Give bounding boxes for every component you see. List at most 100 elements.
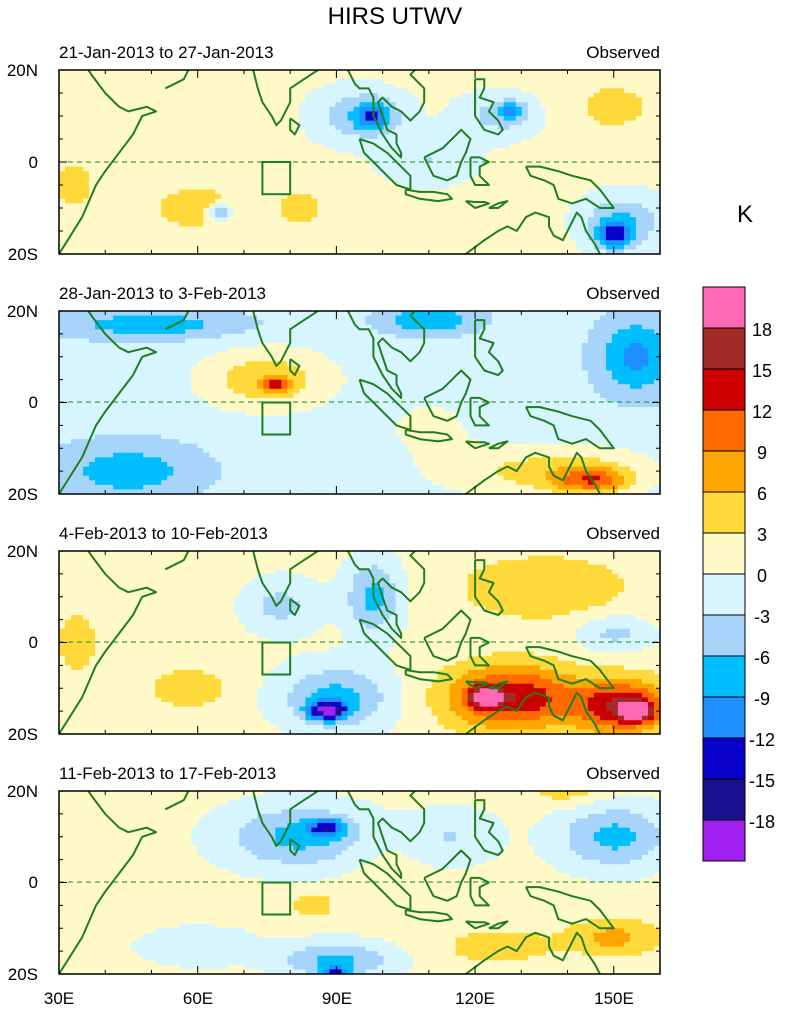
anomaly-cell bbox=[119, 134, 126, 140]
anomaly-cell bbox=[59, 231, 66, 237]
anomaly-cell bbox=[371, 125, 379, 131]
anomaly-cell bbox=[293, 175, 300, 181]
anomaly-cell bbox=[257, 120, 264, 126]
anomaly-cell bbox=[629, 231, 637, 237]
anomaly-cell bbox=[401, 333, 409, 340]
anomaly-cell bbox=[653, 97, 660, 103]
anomaly-cell bbox=[443, 203, 451, 209]
anomaly-cell bbox=[125, 244, 132, 250]
anomaly-cell bbox=[611, 166, 619, 172]
anomaly-cell bbox=[467, 148, 475, 154]
anomaly-cell bbox=[449, 143, 457, 149]
anomaly-cell bbox=[281, 333, 288, 340]
anomaly-cell bbox=[503, 93, 511, 99]
anomaly-cell bbox=[467, 185, 475, 191]
anomaly-cell bbox=[77, 175, 84, 181]
anomaly-cell bbox=[287, 235, 294, 241]
anomaly-cell bbox=[569, 175, 577, 181]
anomaly-cell bbox=[443, 88, 451, 94]
anomaly-cell bbox=[419, 171, 427, 177]
anomaly-cell bbox=[191, 329, 198, 335]
anomaly-cell bbox=[515, 93, 523, 99]
anomaly-cell bbox=[197, 347, 204, 353]
anomaly-cell bbox=[125, 180, 132, 186]
anomaly-cell bbox=[179, 185, 186, 191]
anomaly-cell bbox=[635, 203, 643, 209]
anomaly-cell bbox=[323, 162, 331, 168]
anomaly-cell bbox=[71, 333, 78, 340]
anomaly-cell bbox=[71, 111, 78, 117]
anomaly-cell bbox=[71, 152, 78, 158]
anomaly-cell bbox=[287, 134, 294, 140]
anomaly-cell bbox=[395, 129, 403, 135]
anomaly-cell bbox=[359, 93, 367, 99]
anomaly-cell bbox=[605, 240, 613, 246]
anomaly-cell bbox=[179, 116, 186, 122]
anomaly-cell bbox=[341, 93, 349, 99]
anomaly-cell bbox=[293, 97, 300, 103]
anomaly-cell bbox=[71, 143, 78, 149]
anomaly-cell bbox=[125, 88, 132, 94]
anomaly-cell bbox=[485, 125, 493, 131]
anomaly-cell bbox=[281, 134, 288, 140]
anomaly-cell bbox=[251, 244, 258, 250]
anomaly-cell bbox=[557, 338, 565, 344]
anomaly-cell bbox=[365, 157, 373, 163]
anomaly-cell bbox=[185, 106, 192, 112]
anomaly-cell bbox=[635, 162, 643, 168]
anomaly-cell bbox=[317, 111, 325, 117]
anomaly-cell bbox=[245, 88, 252, 94]
anomaly-cell bbox=[155, 217, 162, 223]
anomaly-cell bbox=[515, 102, 523, 108]
anomaly-cell bbox=[311, 320, 319, 326]
anomaly-cell bbox=[509, 93, 517, 99]
anomaly-cell bbox=[635, 74, 643, 80]
anomaly-cell bbox=[473, 74, 481, 80]
anomaly-cell bbox=[167, 329, 174, 335]
anomaly-cell bbox=[419, 244, 427, 250]
anomaly-cell bbox=[347, 333, 355, 340]
anomaly-cell bbox=[623, 102, 631, 108]
anomaly-cell bbox=[395, 93, 403, 99]
anomaly-cell bbox=[89, 106, 96, 112]
anomaly-cell bbox=[191, 134, 198, 140]
anomaly-cell bbox=[359, 79, 367, 85]
anomaly-cell bbox=[233, 171, 240, 177]
anomaly-cell bbox=[623, 329, 631, 335]
anomaly-cell bbox=[197, 343, 204, 349]
anomaly-cell bbox=[431, 171, 439, 177]
anomaly-cell bbox=[617, 324, 625, 330]
anomaly-cell bbox=[269, 102, 276, 108]
anomaly-cell bbox=[83, 343, 90, 349]
anomaly-cell bbox=[359, 171, 367, 177]
anomaly-cell bbox=[599, 208, 607, 214]
anomaly-cell bbox=[365, 148, 373, 154]
anomaly-cell bbox=[197, 125, 204, 131]
anomaly-cell bbox=[221, 244, 228, 250]
anomaly-cell bbox=[275, 157, 282, 163]
anomaly-cell bbox=[593, 106, 601, 112]
anomaly-cell bbox=[461, 240, 469, 246]
anomaly-cell bbox=[317, 324, 325, 330]
anomaly-cell bbox=[527, 111, 535, 117]
anomaly-cell bbox=[353, 311, 361, 317]
anomaly-cell bbox=[425, 180, 433, 186]
anomaly-cell bbox=[185, 102, 192, 108]
anomaly-cell bbox=[647, 83, 655, 89]
anomaly-cell bbox=[527, 88, 535, 94]
anomaly-cell bbox=[239, 347, 246, 353]
anomaly-cell bbox=[215, 70, 222, 76]
anomaly-cell bbox=[533, 338, 541, 344]
anomaly-cell bbox=[89, 329, 96, 335]
anomaly-cell bbox=[467, 180, 475, 186]
anomaly-cell bbox=[485, 244, 493, 250]
anomaly-cell bbox=[569, 320, 577, 326]
anomaly-cell bbox=[131, 175, 138, 181]
anomaly-cell bbox=[653, 74, 660, 80]
anomaly-cell bbox=[155, 226, 162, 232]
anomaly-cell bbox=[605, 311, 613, 317]
anomaly-cell bbox=[299, 329, 307, 335]
anomaly-cell bbox=[497, 217, 505, 223]
anomaly-cell bbox=[413, 338, 421, 344]
anomaly-cell bbox=[641, 185, 649, 191]
